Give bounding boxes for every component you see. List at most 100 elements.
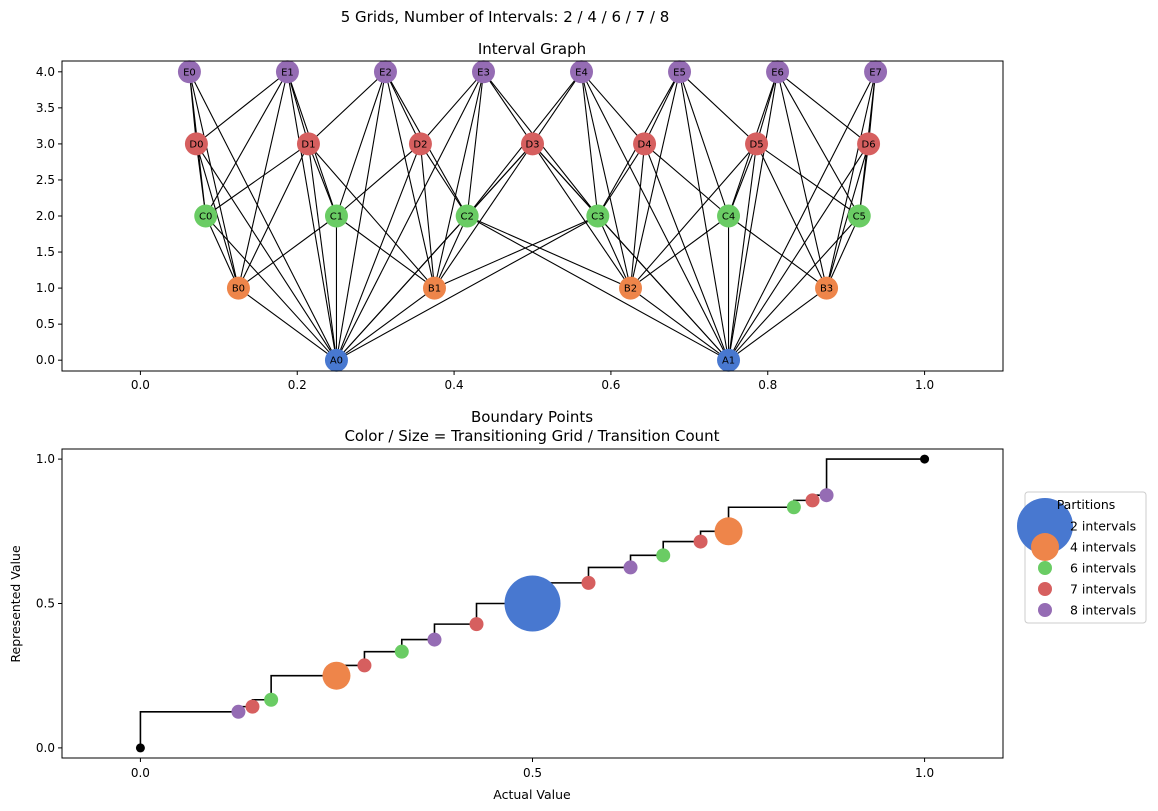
- graph-node-label: B3: [820, 284, 833, 295]
- boundary-point: [264, 692, 279, 707]
- graph-node-label: A1: [722, 356, 735, 367]
- x-tick-label: 0.0: [131, 378, 150, 392]
- legend-title: Partitions: [1057, 497, 1116, 512]
- graph-node-d2: [408, 132, 432, 156]
- graph-node-b1: [422, 276, 446, 300]
- boundary-point: [714, 517, 743, 546]
- x-tick-label: 0.6: [601, 378, 620, 392]
- x-tick-label: 1.0: [915, 766, 934, 780]
- graph-edge: [580, 71, 632, 289]
- graph-edge: [644, 143, 730, 361]
- graph-node-label: D2: [413, 139, 427, 150]
- graph-node-label: E3: [477, 67, 490, 78]
- graph-edge: [581, 71, 645, 145]
- x-tick-label: 0.0: [131, 766, 150, 780]
- graph-edge: [205, 143, 309, 217]
- interval-graph-title: Interval Graph: [478, 40, 586, 58]
- graph-node-label: C1: [330, 212, 343, 223]
- boundary-points-title: Boundary Points: [471, 408, 593, 426]
- graph-edge: [826, 71, 877, 289]
- y-tick-label: 1.5: [36, 245, 55, 259]
- graph-node-label: D5: [750, 139, 764, 150]
- boundary-point: [819, 488, 834, 503]
- legend-label: 6 intervals: [1070, 561, 1136, 576]
- graph-node-e3: [471, 60, 495, 84]
- boundary-point: [623, 560, 638, 575]
- graph-node-label: C4: [722, 212, 735, 223]
- graph-node-d0: [184, 132, 208, 156]
- graph-edge: [727, 71, 779, 361]
- graph-edge: [532, 143, 631, 289]
- graph-node-label: E4: [575, 67, 588, 78]
- y-tick-label: 2.5: [36, 173, 55, 187]
- graph-node-e4: [570, 60, 594, 84]
- graph-node-label: E1: [281, 67, 294, 78]
- graph-edge: [630, 143, 757, 289]
- graph-edge: [728, 143, 758, 217]
- graph-edge: [196, 71, 288, 145]
- graph-edge: [336, 287, 435, 361]
- boundary-points-x-ticks: 0.0 0.5 1.0: [131, 758, 934, 780]
- graph-edge: [336, 143, 421, 217]
- legend-label: 2 intervals: [1070, 519, 1136, 534]
- graph-edge: [433, 215, 468, 289]
- y-tick-label: 0.5: [36, 317, 55, 331]
- graph-node-d6: [857, 132, 881, 156]
- graph-node-c3: [586, 204, 610, 228]
- graph-node-label: C5: [853, 212, 866, 223]
- graph-node-d3: [521, 132, 544, 156]
- interval-graph-panel: Interval Graph A0 A1 B0 B1 B2 B3 C0 C1 C2 C3 C4 C5 D…: [36, 40, 1004, 392]
- graph-edge: [286, 71, 309, 145]
- graph-edge: [466, 71, 485, 217]
- legend-marker-2: [1017, 498, 1073, 554]
- graph-edge: [727, 143, 758, 361]
- graph-node-c4: [717, 204, 741, 228]
- graph-edge: [238, 287, 337, 361]
- graph-edge: [630, 215, 729, 289]
- interval-graph-x-ticks: 0.0 0.2 0.4 0.6 0.8 1.0: [131, 371, 934, 392]
- graph-edge: [644, 71, 681, 145]
- graph-node-d4: [633, 132, 657, 156]
- graph-edge: [826, 143, 870, 289]
- graph-edge: [335, 71, 386, 217]
- graph-node-c1: [324, 204, 348, 228]
- y-tick-label: 0.0: [36, 741, 55, 755]
- graph-node-e0: [177, 60, 201, 84]
- graph-edge: [336, 215, 599, 361]
- graph-node-label: C2: [461, 212, 474, 223]
- y-tick-label: 1.0: [36, 452, 55, 466]
- y-tick-label: 3.0: [36, 137, 55, 151]
- boundary-point: [581, 575, 596, 590]
- x-tick-label: 0.2: [288, 378, 307, 392]
- boundary-point: [357, 658, 372, 673]
- graph-nodes: A0 A1 B0 B1 B2 B3 C0 C1 C2 C3 C4 C5 D0 D1 D2 D3 D4 D5 D6 E0…: [177, 60, 888, 372]
- graph-edge: [679, 71, 730, 217]
- graph-node-label: E5: [673, 67, 686, 78]
- graph-node-label: A0: [330, 356, 343, 367]
- graph-edge: [307, 143, 338, 361]
- boundary-points-y-ticks: 0.0 0.5 1.0: [36, 452, 62, 755]
- graph-edge: [532, 71, 582, 145]
- graph-edge: [777, 71, 860, 217]
- legend-marker-8: [1038, 603, 1052, 617]
- boundary-point: [394, 644, 409, 659]
- graph-edge: [630, 287, 729, 361]
- boundary-point: [427, 632, 442, 647]
- graph-edge: [335, 71, 484, 361]
- graph-edge: [237, 143, 309, 289]
- endpoint-dot: [920, 454, 930, 464]
- graph-edge: [419, 143, 436, 289]
- graph-edge: [188, 71, 239, 289]
- graph-edge: [434, 215, 599, 289]
- graph-edge: [205, 215, 337, 361]
- graph-edge: [728, 143, 870, 361]
- graph-node-label: D3: [525, 139, 539, 150]
- legend-label: 4 intervals: [1070, 540, 1136, 555]
- graph-node-label: C3: [591, 212, 604, 223]
- graph-node-label: E6: [771, 67, 784, 78]
- graph-edge: [679, 71, 757, 145]
- graph-edge: [335, 143, 421, 361]
- graph-edge: [532, 143, 599, 217]
- graph-node-label: D0: [189, 139, 203, 150]
- graph-node-label: B2: [624, 284, 637, 295]
